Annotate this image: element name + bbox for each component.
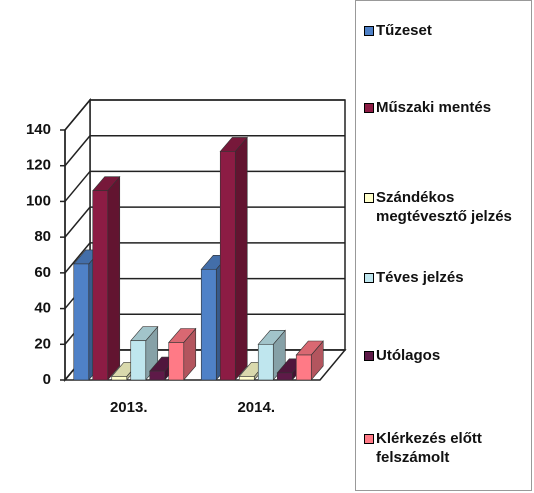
bar: [111, 376, 128, 381]
bar: [130, 340, 147, 381]
bar: [276, 372, 293, 381]
legend-label: Téves jelzés: [376, 269, 464, 286]
legend-item: Utólagos: [364, 346, 534, 365]
bar-side: [234, 136, 248, 381]
legend-item: Klérkezés előtt felszámolt: [364, 429, 526, 467]
legend-swatch: [364, 273, 374, 283]
grid-line: [64, 242, 91, 274]
legend-label: Utólagos: [376, 347, 441, 364]
chart: 0 20 40 60 80 100 120 140 2013. 2014.: [26, 97, 347, 416]
bar: [73, 263, 90, 381]
x-tick-label: 2013.: [110, 399, 148, 416]
legend-swatch: [364, 103, 374, 113]
bar: [149, 370, 166, 381]
y-tick-label: 20: [34, 335, 51, 352]
legend-label: Klérkezés előtt felszámolt: [376, 430, 482, 466]
bar: [168, 342, 185, 381]
legend-label: Műszaki mentés: [376, 99, 492, 116]
grid-line: [64, 99, 91, 131]
bar: [295, 354, 312, 381]
y-tick-label: 0: [43, 371, 51, 388]
y-tick-label: 60: [34, 264, 51, 281]
bar: [257, 343, 274, 381]
legend-label: Tűzeset: [376, 22, 432, 39]
legend: Tűzeset Műszaki mentés Szándékos megtévesz…: [355, 0, 532, 491]
legend-swatch: [364, 351, 374, 361]
legend-item: Szándékos megtévesztő jelzés: [364, 188, 516, 226]
bar: [219, 151, 236, 381]
y-tick-label: 100: [26, 192, 51, 209]
y-tick-label: 80: [34, 228, 51, 245]
y-tick-label: 140: [26, 121, 51, 138]
legend-swatch: [364, 434, 374, 444]
y-tick-label: 40: [34, 300, 51, 317]
bar: [92, 190, 109, 381]
grid-line: [64, 170, 91, 202]
legend-item: Tűzeset: [364, 21, 534, 40]
legend-swatch: [364, 26, 374, 36]
legend-item: Téves jelzés: [364, 268, 534, 287]
bar: [200, 268, 217, 381]
bar: [238, 376, 255, 381]
legend-swatch: [364, 193, 374, 203]
x-tick-label: 2014.: [237, 399, 275, 416]
legend-label: Szándékos megtévesztő jelzés: [376, 189, 512, 225]
bar-side: [107, 175, 121, 381]
legend-item: Műszaki mentés: [364, 98, 534, 117]
y-tick-label: 120: [26, 157, 51, 174]
grid-line: [64, 206, 91, 238]
grid-line: [64, 135, 91, 167]
